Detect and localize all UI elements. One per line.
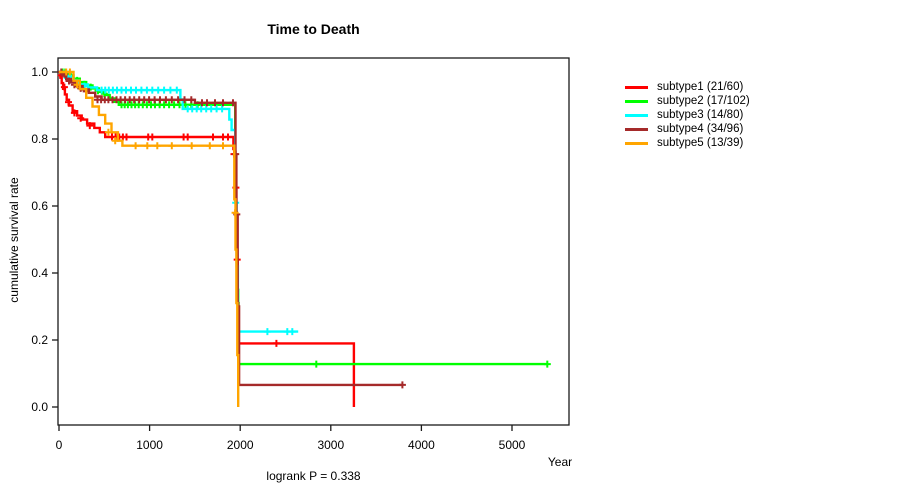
censor-marks-subtype4 xyxy=(57,68,406,389)
legend-label: subtype2 (17/102) xyxy=(657,95,750,107)
chart-title: Time to Death xyxy=(267,21,360,37)
legend-item: subtype2 (17/102) xyxy=(625,94,750,108)
x-tick-label: 3000 xyxy=(317,438,344,452)
legend-swatch-line xyxy=(625,99,648,103)
y-tick-label: 0.2 xyxy=(31,333,48,347)
km-curve-subtype3 xyxy=(59,70,299,333)
x-tick-label: 0 xyxy=(56,438,63,452)
legend-swatch-line xyxy=(625,113,648,117)
legend-item: subtype5 (13/39) xyxy=(625,136,750,150)
y-tick-label: 1.0 xyxy=(31,65,48,79)
y-tick-label: 0.8 xyxy=(31,132,48,146)
legend-item: subtype1 (21/60) xyxy=(625,80,750,94)
km-curve-subtype5 xyxy=(59,70,240,407)
x-tick-label: 2000 xyxy=(227,438,254,452)
censor-marks-subtype5 xyxy=(62,68,239,217)
legend-label: subtype4 (34/96) xyxy=(657,123,744,135)
legend-swatch-line xyxy=(625,141,648,145)
x-axis-label: Year xyxy=(547,455,573,469)
legend-item: subtype4 (34/96) xyxy=(625,122,750,136)
logrank-pvalue-text: logrank P = 0.338 xyxy=(266,469,361,483)
x-tick-label: 4000 xyxy=(408,438,435,452)
km-curve-subtype1 xyxy=(59,70,356,407)
legend-label: subtype5 (13/39) xyxy=(657,137,744,149)
censor-marks-subtype2 xyxy=(59,68,551,368)
legend-item: subtype3 (14/80) xyxy=(625,108,750,122)
y-tick-label: 0.6 xyxy=(31,199,48,213)
legend-label: subtype1 (21/60) xyxy=(657,81,744,93)
legend-swatch-line xyxy=(625,127,648,131)
y-tick-label: 0.4 xyxy=(31,266,48,280)
legend-swatch-line xyxy=(625,85,648,89)
plot-frame xyxy=(57,57,570,426)
x-tick-label: 1000 xyxy=(136,438,163,452)
legend: subtype1 (21/60) subtype2 (17/102) subtype… xyxy=(625,80,750,150)
censor-marks-subtype1 xyxy=(57,71,280,347)
legend-label: subtype3 (14/80) xyxy=(657,109,744,121)
x-tick-label: 5000 xyxy=(499,438,526,452)
y-axis-label: cumulative survival rate xyxy=(7,177,21,303)
km-curve-subtype2 xyxy=(59,70,548,366)
y-tick-label: 0.0 xyxy=(31,400,48,414)
